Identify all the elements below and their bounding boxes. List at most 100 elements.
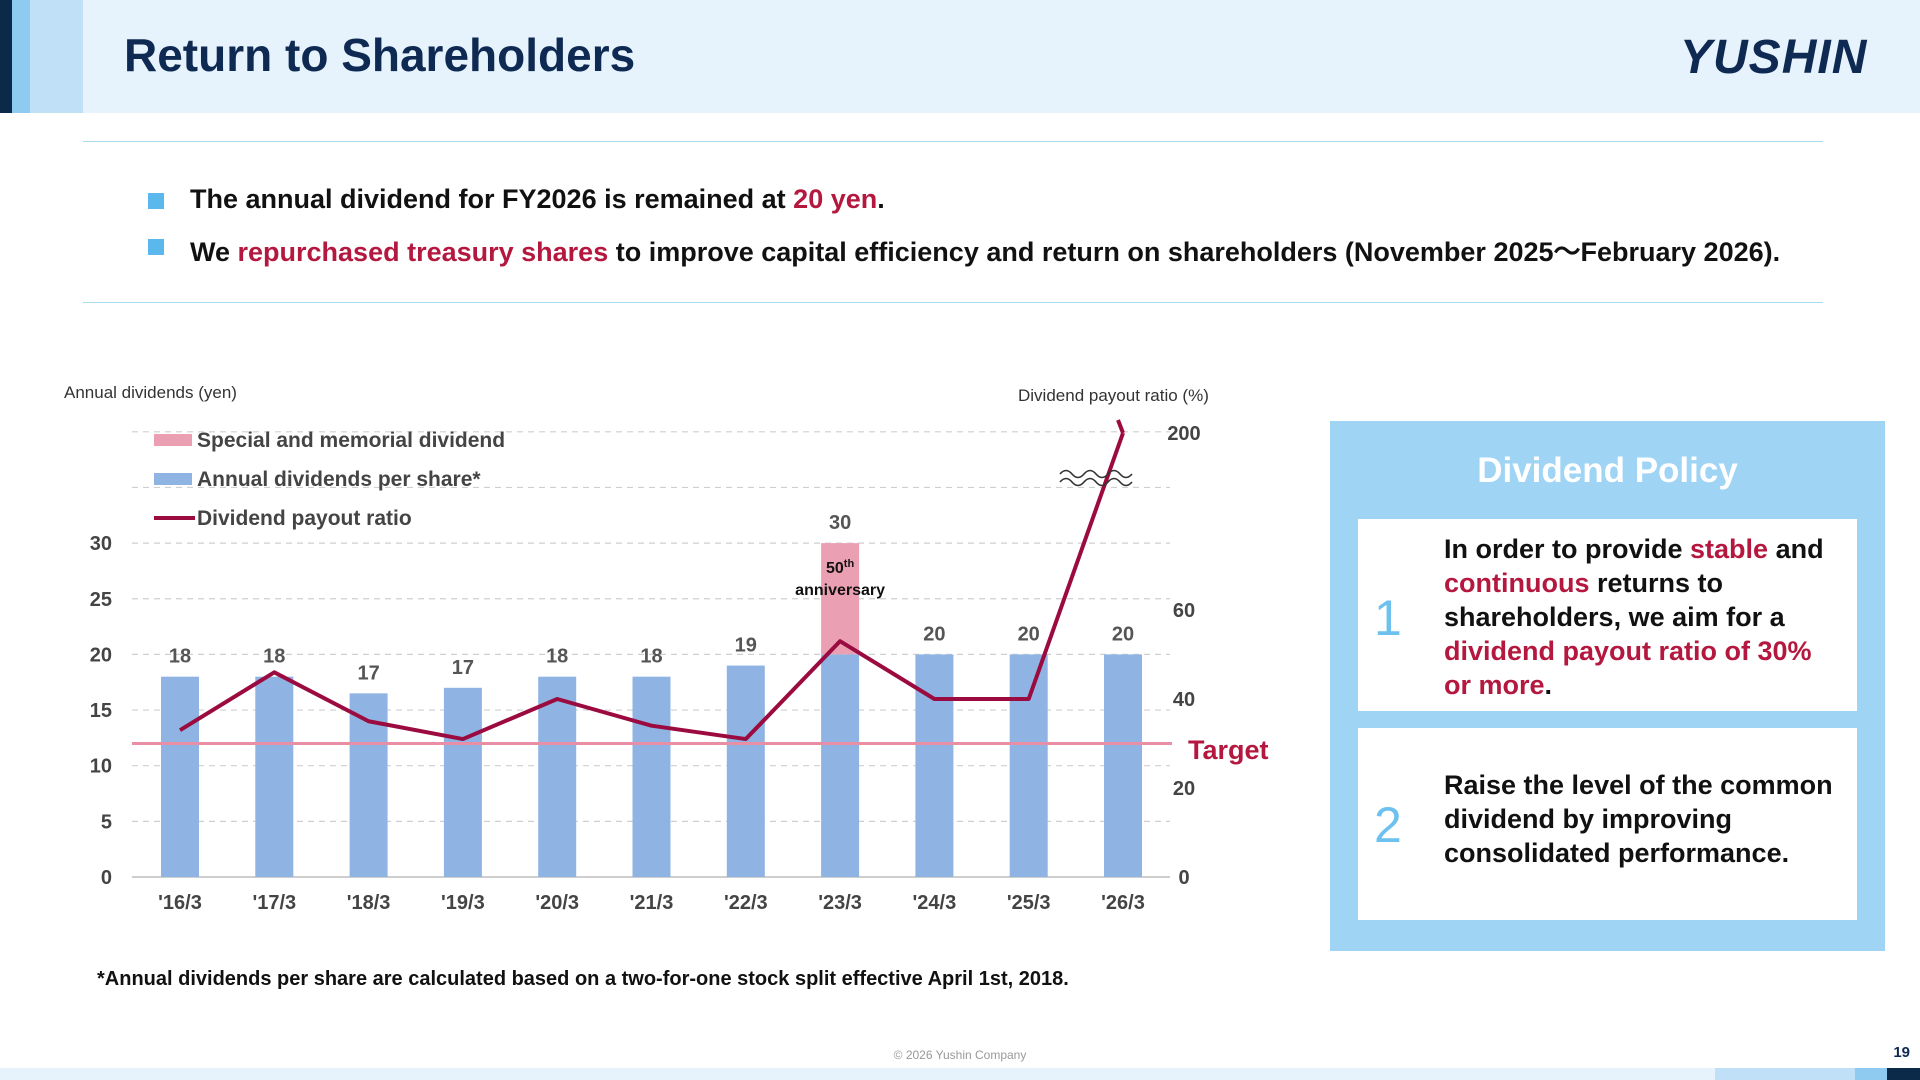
left-tick-label: 5 — [101, 811, 112, 833]
policy-highlight: stable — [1690, 534, 1769, 564]
special-dividend-bar — [821, 543, 860, 655]
dividend-bar — [726, 665, 765, 877]
policy-text-part: . — [1544, 670, 1553, 700]
bullet-text-part: . — [877, 184, 885, 214]
anniversary-caption: anniversary — [795, 582, 885, 599]
dividend-bar — [821, 654, 860, 877]
bullet-text-part: We — [190, 237, 238, 267]
company-logo: YUSHIN — [1680, 31, 1868, 84]
x-tick-label: '17/3 — [252, 892, 296, 914]
bar-value-label: 20 — [1112, 623, 1134, 645]
bullet-square-icon — [148, 239, 164, 255]
left-tick-label: 10 — [90, 756, 112, 778]
policy-highlight: dividend payout ratio of 30% or more — [1444, 636, 1812, 700]
policy-title: Dividend Policy — [1477, 451, 1738, 490]
dividend-chart: Annual dividends (yen) Dividend payout ra… — [64, 383, 1269, 914]
left-tick-label: 15 — [90, 700, 112, 722]
bar-value-label: 30 — [829, 512, 851, 534]
policy-text: In order to provide stable and continuou… — [1444, 532, 1844, 702]
divider-bottom — [83, 302, 1823, 303]
left-tick-label: 20 — [90, 644, 112, 666]
legend-label: Dividend payout ratio — [197, 507, 412, 530]
legend-swatch — [154, 434, 192, 446]
footer-accent-mid — [1855, 1068, 1887, 1080]
bar-value-label: 18 — [546, 646, 568, 668]
x-tick-label: '20/3 — [535, 892, 579, 914]
header-accent-light — [30, 0, 83, 113]
right-tick-label: 0 — [1178, 867, 1189, 889]
payout-ratio-line — [178, 432, 1125, 742]
anniversary-superscript: th — [844, 558, 855, 570]
left-tick-label: 30 — [90, 533, 112, 555]
bullet-text: We repurchased treasury shares to improv… — [190, 230, 1780, 269]
dividend-policy-panel: Dividend Policy 1 In order to provide st… — [1330, 421, 1885, 951]
page-title: Return to Shareholders — [124, 29, 636, 81]
bullet-highlight: 20 yen — [793, 184, 878, 214]
right-tick-label: 200 — [1167, 423, 1200, 445]
x-tick-label: '23/3 — [818, 892, 862, 914]
footer-accent-dark — [1887, 1068, 1920, 1080]
dividend-bar — [1009, 654, 1048, 877]
bullet-text-part: The annual dividend for FY2026 is remain… — [190, 184, 794, 214]
anniversary-number: 50 — [826, 560, 844, 577]
x-tick-label: '16/3 — [158, 892, 202, 914]
dividend-bar — [443, 687, 482, 877]
bullet-text: The annual dividend for FY2026 is remain… — [190, 184, 885, 215]
x-tick-label: '24/3 — [913, 892, 957, 914]
footer-bar — [0, 1068, 1920, 1080]
axis-break-mark — [1059, 469, 1133, 479]
footnote: *Annual dividends per share are calculat… — [97, 968, 1069, 990]
left-tick-label: 25 — [90, 589, 112, 611]
header-accent-dark — [0, 0, 12, 113]
right-tick-label: 60 — [1173, 600, 1195, 622]
policy-number: 1 — [1374, 590, 1402, 646]
footer-accent-light — [1715, 1068, 1855, 1080]
bullet-square-icon — [148, 193, 164, 209]
dividend-bar — [632, 676, 671, 877]
policy-card-2: 2 Raise the level of the common dividend… — [1358, 728, 1857, 920]
policy-text-part: and — [1768, 534, 1824, 564]
bullet-text-part: to improve capital efficiency and return… — [608, 237, 1781, 267]
anniversary-label: 50th — [826, 558, 854, 577]
header-bar: Return to Shareholders YUSHIN — [0, 0, 1920, 113]
dividend-bar — [1104, 654, 1142, 877]
axis-break-mark — [1059, 477, 1133, 487]
right-tick-label: 20 — [1173, 778, 1195, 800]
policy-card-1: 1 In order to provide stable and continu… — [1358, 519, 1857, 711]
policy-text-part: In order to provide — [1444, 534, 1691, 564]
legend-label: Annual dividends per share* — [197, 468, 481, 491]
page-number: 19 — [1893, 1044, 1910, 1061]
legend-label: Special and memorial dividend — [197, 429, 505, 452]
left-axis-title: Annual dividends (yen) — [64, 383, 237, 402]
bar-value-label: 20 — [1018, 623, 1040, 645]
bar-value-label: 17 — [357, 662, 379, 684]
divider-top — [83, 141, 1823, 142]
right-axis-title: Dividend payout ratio (%) — [1018, 386, 1209, 405]
policy-text-part: returns to shareholders, we aim for a — [1444, 568, 1785, 632]
x-tick-label: '19/3 — [441, 892, 485, 914]
bullet-highlight: repurchased treasury shares — [237, 237, 609, 267]
bar-value-label: 18 — [263, 646, 285, 668]
policy-text-part: Raise the level of the common dividend b… — [1444, 770, 1833, 868]
bar-value-label: 18 — [640, 646, 662, 668]
bar-value-label: 19 — [735, 635, 757, 657]
legend-swatch — [154, 473, 192, 485]
copyright: © 2026 Yushin Company — [893, 1048, 1027, 1062]
x-tick-label: '22/3 — [724, 892, 768, 914]
bar-value-label: 17 — [452, 657, 474, 679]
x-tick-label: '25/3 — [1007, 892, 1051, 914]
x-tick-label: '18/3 — [347, 892, 391, 914]
header-accent-mid — [12, 0, 30, 113]
x-tick-label: '21/3 — [630, 892, 674, 914]
policy-highlight: continuous — [1444, 568, 1590, 598]
dividend-bar — [161, 676, 199, 877]
bar-value-label: 18 — [169, 646, 191, 668]
dividend-bar — [538, 676, 577, 877]
dividend-bar — [255, 676, 294, 877]
dividend-bar — [915, 654, 954, 877]
target-label: Target — [1188, 735, 1269, 765]
policy-text: Raise the level of the common dividend b… — [1444, 768, 1844, 870]
x-tick-label: '26/3 — [1101, 892, 1145, 914]
left-tick-label: 0 — [101, 867, 112, 889]
right-tick-label: 40 — [1173, 689, 1195, 711]
